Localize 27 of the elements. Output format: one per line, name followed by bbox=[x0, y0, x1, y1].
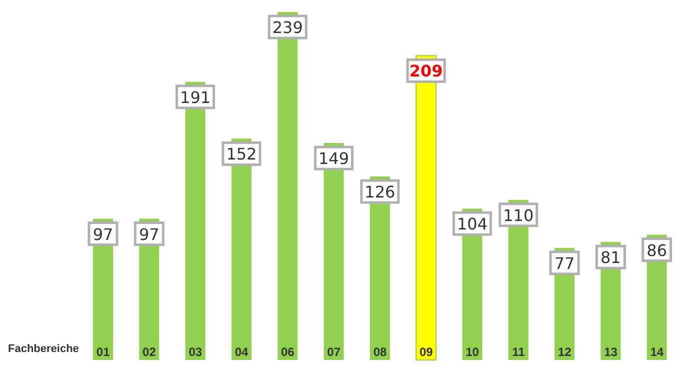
x-tick-label: 09 bbox=[419, 345, 434, 359]
data-label: 209 bbox=[409, 62, 443, 81]
x-tick-label: 10 bbox=[466, 345, 480, 359]
data-label: 86 bbox=[646, 240, 668, 260]
x-tick-label: 01 bbox=[96, 345, 110, 359]
x-tick-label: 03 bbox=[188, 345, 202, 359]
x-tick-label: 07 bbox=[327, 345, 341, 359]
data-label: 97 bbox=[92, 224, 114, 244]
data-label: 239 bbox=[272, 18, 303, 37]
data-label: 126 bbox=[364, 182, 396, 202]
x-tick-label: 02 bbox=[142, 345, 156, 359]
data-label: 149 bbox=[318, 149, 350, 168]
data-label: 104 bbox=[456, 214, 488, 234]
x-tick-label: 11 bbox=[512, 345, 526, 359]
data-label: 97 bbox=[138, 224, 160, 244]
x-tick-label: 06 bbox=[281, 345, 295, 359]
data-label: 77 bbox=[554, 254, 575, 273]
x-tick-label: 08 bbox=[373, 345, 387, 359]
x-tick-label: 14 bbox=[650, 345, 664, 359]
data-label: 110 bbox=[503, 206, 534, 225]
x-tick-label: 13 bbox=[604, 345, 618, 359]
x-tick-label: 04 bbox=[234, 345, 249, 359]
data-label: 81 bbox=[600, 248, 621, 268]
data-label: 152 bbox=[226, 144, 257, 164]
x-axis-title: Fachbereiche bbox=[8, 343, 79, 355]
data-label: 191 bbox=[180, 88, 211, 107]
x-tick-label: 12 bbox=[558, 345, 572, 359]
